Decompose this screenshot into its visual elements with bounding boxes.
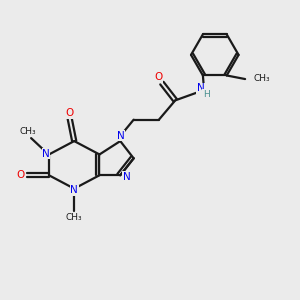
Text: N: N bbox=[42, 148, 50, 159]
Text: H: H bbox=[203, 90, 209, 99]
Text: CH₃: CH₃ bbox=[66, 213, 82, 222]
Text: N: N bbox=[197, 83, 205, 94]
Text: N: N bbox=[70, 185, 78, 195]
Text: O: O bbox=[16, 170, 24, 180]
Text: CH₃: CH₃ bbox=[254, 74, 270, 83]
Text: N: N bbox=[117, 131, 125, 141]
Text: O: O bbox=[154, 72, 162, 82]
Text: CH₃: CH₃ bbox=[19, 127, 36, 136]
Text: O: O bbox=[66, 108, 74, 118]
Text: N: N bbox=[123, 172, 131, 182]
